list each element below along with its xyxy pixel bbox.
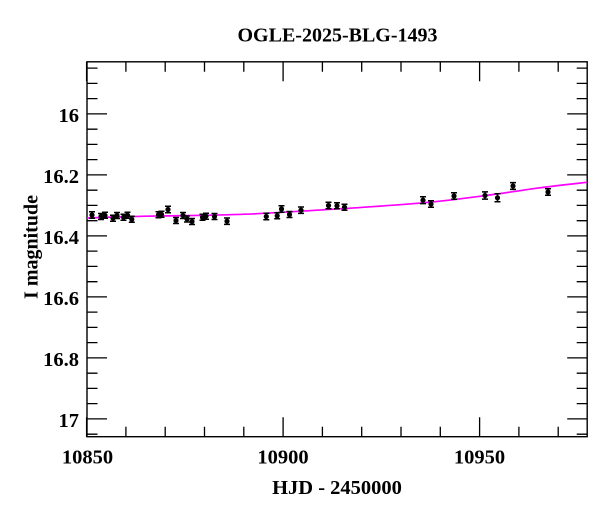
svg-text:17: 17 xyxy=(59,410,80,432)
svg-text:OGLE-2025-BLG-1493: OGLE-2025-BLG-1493 xyxy=(237,25,437,47)
svg-text:HJD - 2450000: HJD - 2450000 xyxy=(272,477,402,499)
svg-text:10850: 10850 xyxy=(62,446,113,468)
svg-text:16.6: 16.6 xyxy=(43,288,79,310)
svg-text:16.4: 16.4 xyxy=(43,227,79,249)
svg-text:10900: 10900 xyxy=(257,446,308,468)
svg-text:I magnitude: I magnitude xyxy=(20,195,42,299)
svg-text:16.2: 16.2 xyxy=(43,166,79,188)
svg-text:16: 16 xyxy=(59,105,80,127)
svg-text:16.8: 16.8 xyxy=(43,349,79,371)
svg-text:10950: 10950 xyxy=(454,446,505,468)
